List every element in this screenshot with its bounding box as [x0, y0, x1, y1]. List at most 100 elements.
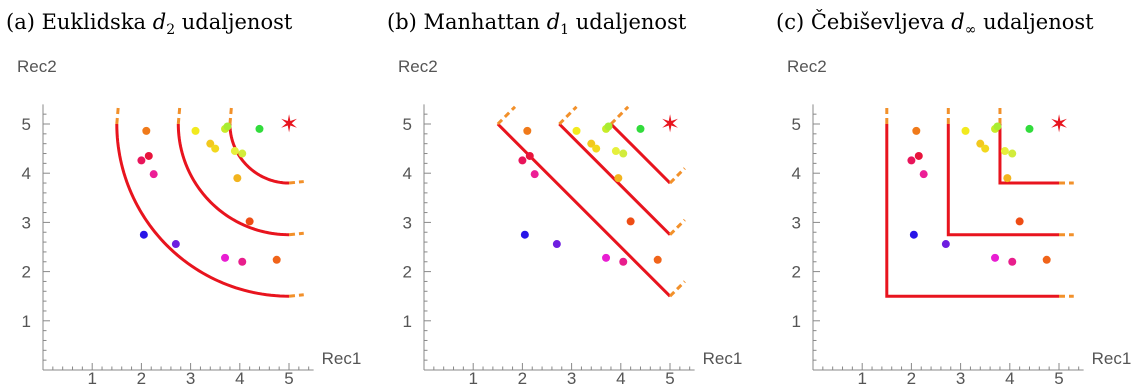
data-point: [272, 255, 281, 264]
data-point: [592, 144, 601, 153]
data-point: [142, 126, 151, 135]
y-axis-label: Rec2: [398, 57, 438, 76]
distance-contour: [609, 122, 672, 185]
title-symbol: d: [951, 10, 965, 34]
data-point: [604, 122, 613, 131]
data-point: [211, 144, 220, 153]
x-tick-label: 2: [518, 369, 527, 387]
x-tick-label: 3: [186, 369, 195, 387]
data-point: [626, 217, 635, 226]
data-point: [919, 170, 928, 179]
data-point: [961, 126, 970, 135]
data-point: [144, 151, 153, 160]
data-point: [907, 156, 916, 165]
plot-area: 1 2 3 4 5 1 2 3 4 5 Rec1 Rec2 ✶: [17, 57, 362, 387]
title-prefix: (a) Euklidska: [6, 10, 153, 34]
x-tick-label: 5: [1054, 369, 1063, 387]
y-tick-label: 1: [403, 312, 412, 331]
plot-area: 1 2 3 4 5 1 2 3 4 5 Rec1 Rec2 ✶: [398, 57, 743, 387]
title-suffix: udaljenost: [175, 10, 293, 34]
contour-extension: [558, 105, 578, 126]
y-tick-label: 4: [792, 164, 801, 183]
data-point: [518, 156, 527, 165]
y-tick-label: 2: [403, 263, 412, 282]
x-tick-label: 1: [468, 369, 477, 387]
distance-contour: [885, 124, 1059, 298]
data-point: [619, 149, 628, 158]
data-point: [1008, 149, 1017, 158]
data-point: [530, 170, 539, 179]
title-symbol: d: [152, 10, 167, 34]
data-point: [238, 257, 247, 266]
data-point: [611, 147, 620, 156]
data-point: [520, 230, 529, 239]
data-point: [976, 139, 985, 148]
contour-extension: [496, 105, 517, 126]
distance-contour: [176, 123, 290, 237]
x-tick-label: 1: [857, 369, 866, 387]
data-point: [233, 174, 242, 183]
chart-title: (c) Čebiševljeva d∞ udaljenost: [776, 10, 1094, 38]
x-axis-label: Rec1: [322, 349, 362, 368]
panel-b: (b) Manhattan d1 udaljenost 1 2 3 4 5 1 2 3 4 5 Re…: [387, 0, 768, 387]
chart-title: (b) Manhattan d1 udaljenost: [387, 10, 686, 38]
data-point: [587, 139, 596, 148]
x-tick-label: 3: [567, 369, 576, 387]
y-tick-label: 4: [22, 164, 31, 183]
distance-contour: [946, 124, 1059, 237]
title-subscript: 2: [166, 22, 176, 39]
x-tick-label: 4: [235, 369, 244, 387]
data-point: [909, 230, 918, 239]
x-axis-label: Rec1: [1092, 349, 1132, 368]
data-point: [191, 126, 200, 135]
title-prefix: (c) Čebiševljeva: [776, 10, 952, 34]
y-tick-label: 5: [22, 115, 31, 134]
contour-extension: [288, 231, 304, 237]
data-point: [614, 174, 623, 183]
y-tick-label: 4: [403, 164, 412, 183]
data-point: [255, 124, 264, 133]
y-tick-label: 3: [403, 213, 412, 232]
data-point: [221, 253, 230, 262]
contour-extension: [668, 218, 686, 236]
data-point: [653, 255, 662, 264]
distance-contour: [998, 124, 1059, 185]
data-point: [223, 122, 232, 131]
x-tick-label: 1: [87, 369, 96, 387]
x-tick-label: 4: [1005, 369, 1014, 387]
chart-title: (a) Euklidska d2 udaljenost: [6, 10, 292, 38]
x-tick-label: 3: [956, 369, 965, 387]
target-star-icon: ✶: [1049, 110, 1069, 138]
target-star-icon: ✶: [660, 110, 680, 138]
x-tick-label: 2: [137, 369, 146, 387]
data-point: [914, 151, 923, 160]
data-point: [137, 156, 146, 165]
x-tick-label: 4: [616, 369, 625, 387]
panel-c: (c) Čebiševljeva d∞ udaljenost 1 2 3 4 5 1 2 3 4…: [776, 0, 1145, 387]
data-point: [1042, 255, 1051, 264]
data-point: [245, 217, 254, 226]
data-point: [981, 144, 990, 153]
data-point: [912, 126, 921, 135]
title-suffix: udaljenost: [976, 10, 1094, 34]
data-point: [139, 230, 148, 239]
y-tick-label: 3: [792, 213, 801, 232]
data-point: [602, 253, 611, 262]
data-point: [552, 240, 561, 249]
contour-extension: [668, 167, 686, 185]
plot-area: 1 2 3 4 5 1 2 3 4 5 Rec1 Rec2 ✶: [787, 57, 1132, 387]
data-point: [230, 147, 239, 156]
panel-a: (a) Euklidska d2 udaljenost 1 2 3 4 5 1 2 3 4 5 Re…: [6, 0, 387, 387]
contour-extension: [609, 105, 630, 126]
title-subscript: ∞: [964, 22, 977, 39]
x-axis-label: Rec1: [703, 349, 743, 368]
data-point: [619, 257, 628, 266]
data-point: [1025, 124, 1034, 133]
data-point: [171, 240, 180, 249]
data-point: [1008, 257, 1017, 266]
x-tick-label: 2: [907, 369, 916, 387]
contour-extension: [228, 106, 233, 125]
contour-extension: [668, 280, 686, 298]
distance-contour: [228, 123, 290, 185]
distance-contour: [115, 123, 290, 298]
